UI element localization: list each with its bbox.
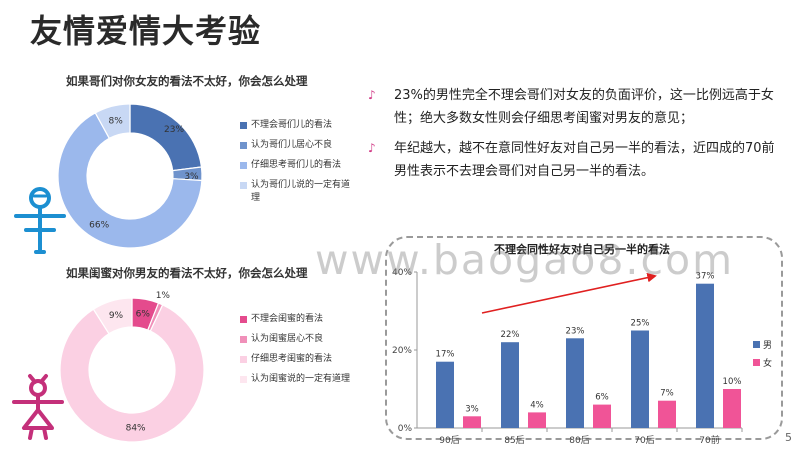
pie1-legend-item: 不理会哥们儿的看法 — [240, 119, 358, 131]
bar-男 — [566, 338, 584, 428]
y-tick-label: 20% — [392, 346, 412, 356]
bar-legend-label: 男 — [763, 340, 772, 351]
x-tick-label: 70后 — [634, 435, 654, 446]
bar-legend-swatch — [753, 341, 760, 348]
page-number: 5 — [785, 431, 792, 444]
pie1-title: 如果哥们对你女友的看法不太好，你会怎么处理 — [66, 74, 308, 88]
bar-男 — [631, 330, 649, 428]
legend-label: 仔细思考哥们儿的看法 — [251, 160, 342, 171]
bar-data-label: 3% — [465, 404, 479, 414]
legend-label: 认为哥们儿说的一定有道理 — [251, 180, 351, 203]
pie1-legend-item: 仔细思考哥们儿的看法 — [240, 159, 358, 171]
legend-swatch — [240, 162, 247, 170]
bar-女 — [528, 412, 546, 428]
legend-label: 不理会哥们儿的看法 — [251, 120, 333, 130]
female-figure-icon — [12, 374, 64, 440]
y-tick-label: 40% — [392, 268, 412, 278]
bar-女 — [463, 416, 481, 428]
pie1-data-label: 8% — [109, 116, 124, 126]
bar-女 — [593, 404, 611, 428]
trend-arrow — [481, 272, 657, 314]
x-tick-label: 85后 — [504, 435, 524, 446]
pie2-data-label: 9% — [109, 311, 124, 321]
legend-label: 仔细思考闺蜜的看法 — [251, 354, 333, 365]
bullet-text: 23%的男性完全不理会哥们对女友的负面评价，这一比例远高于女性；绝大多数女性则会… — [394, 88, 774, 127]
legend-swatch — [240, 122, 247, 129]
legend-swatch — [240, 376, 247, 384]
bar-chart-frame — [385, 236, 783, 440]
bar-男 — [696, 283, 714, 428]
music-note-icon: ♪ — [368, 140, 376, 155]
pie1-data-label: 3% — [184, 172, 199, 182]
bar-legend-label: 女 — [763, 357, 772, 369]
pie1-slice — [57, 112, 203, 249]
pie2-slice — [92, 297, 133, 335]
pie1-slice — [129, 103, 203, 172]
pie2-title: 如果闺蜜对你男友的看法不太好，你会怎么处理 — [66, 266, 308, 280]
pie2-data-label: 6% — [136, 310, 151, 320]
bar-男 — [501, 342, 519, 428]
legend-label: 认为闺蜜说的一定有道理 — [251, 374, 351, 385]
bar-男 — [436, 361, 454, 428]
pie2-chart: 6% 1% 84% 9% — [59, 291, 205, 443]
x-tick-label: 90后 — [439, 435, 459, 446]
pie2-data-label: 84% — [126, 423, 146, 433]
legend-swatch — [240, 336, 247, 344]
pie2-legend-item: 仔细思考闺蜜的看法 — [240, 353, 358, 365]
bar-data-label: 10% — [723, 377, 742, 387]
bullet-item: ♪ 年纪越大，越不在意同性好友对自己另一半的看法，近四成的70前男性表示不去理会… — [368, 137, 776, 184]
pie2-legend-item: 不理会闺蜜的看法 — [240, 313, 358, 325]
legend-label: 认为闺蜜居心不良 — [251, 334, 324, 345]
x-tick-label: 80后 — [569, 435, 589, 446]
bullet-list: ♪ 23%的男性完全不理会哥们对女友的负面评价，这一比例远高于女性；绝大多数女性… — [368, 84, 776, 190]
legend-label: 认为哥们儿居心不良 — [251, 140, 333, 151]
male-figure-icon — [14, 187, 66, 254]
pie1-legend-item: 认为哥们儿说的一定有道理 — [240, 179, 358, 203]
bar-data-label: 6% — [595, 393, 609, 403]
pie1-slice — [94, 103, 131, 140]
bullet-text: 年纪越大，越不在意同性好友对自己另一半的看法，近四成的70前男性表示不去理会哥们… — [394, 140, 775, 180]
legend-swatch — [240, 182, 247, 190]
bar-data-label: 7% — [660, 389, 674, 399]
bar-data-label: 22% — [501, 330, 520, 340]
pie1-legend: 不理会哥们儿的看法 认为哥们儿居心不良 仔细思考哥们儿的看法 认为哥们儿说的一定… — [240, 119, 358, 212]
bar-女 — [723, 389, 741, 428]
bar-data-label: 37% — [696, 272, 715, 282]
legend-swatch — [240, 316, 247, 323]
pie2-legend: 不理会闺蜜的看法 认为闺蜜居心不良 仔细思考闺蜜的看法 认为闺蜜说的一定有道理 — [240, 313, 358, 394]
pie2-data-label: 1% — [156, 291, 171, 301]
pie1-data-label: 23% — [164, 125, 184, 135]
bar-chart-title: 不理会同性好友对自己另一半的看法 — [494, 242, 670, 256]
y-tick-label: 0% — [398, 424, 413, 434]
bar-女 — [658, 400, 676, 428]
bar-data-label: 17% — [436, 350, 455, 360]
pie2-legend-item: 认为闺蜜说的一定有道理 — [240, 373, 358, 385]
music-note-icon: ♪ — [368, 88, 376, 102]
bar-legend-swatch — [753, 359, 760, 366]
pie1-data-label: 66% — [89, 221, 109, 231]
bar-data-label: 4% — [530, 400, 544, 410]
pie1-legend-item: 认为哥们儿居心不良 — [240, 139, 358, 151]
legend-swatch — [240, 356, 247, 364]
legend-swatch — [240, 142, 247, 150]
legend-label: 不理会闺蜜的看法 — [251, 314, 324, 324]
pie2-slice — [59, 304, 205, 443]
slide-title: 友情爱情大考验 — [30, 12, 262, 50]
bullet-item: ♪ 23%的男性完全不理会哥们对女友的负面评价，这一比例远高于女性；绝大多数女性… — [368, 84, 776, 131]
watermark: www.baogao8.com — [315, 236, 735, 284]
bar-data-label: 23% — [566, 326, 585, 336]
x-tick-label: 70前 — [699, 434, 719, 446]
pie2-legend-item: 认为闺蜜居心不良 — [240, 333, 358, 345]
bar-data-label: 25% — [631, 319, 650, 329]
pie1-chart: 23% 3% 66% 8% — [57, 103, 203, 249]
bar-chart: 不理会同性好友对自己另一半的看法 0% 20% 40% 90后 85后 80后 70后 70前… — [392, 242, 772, 446]
